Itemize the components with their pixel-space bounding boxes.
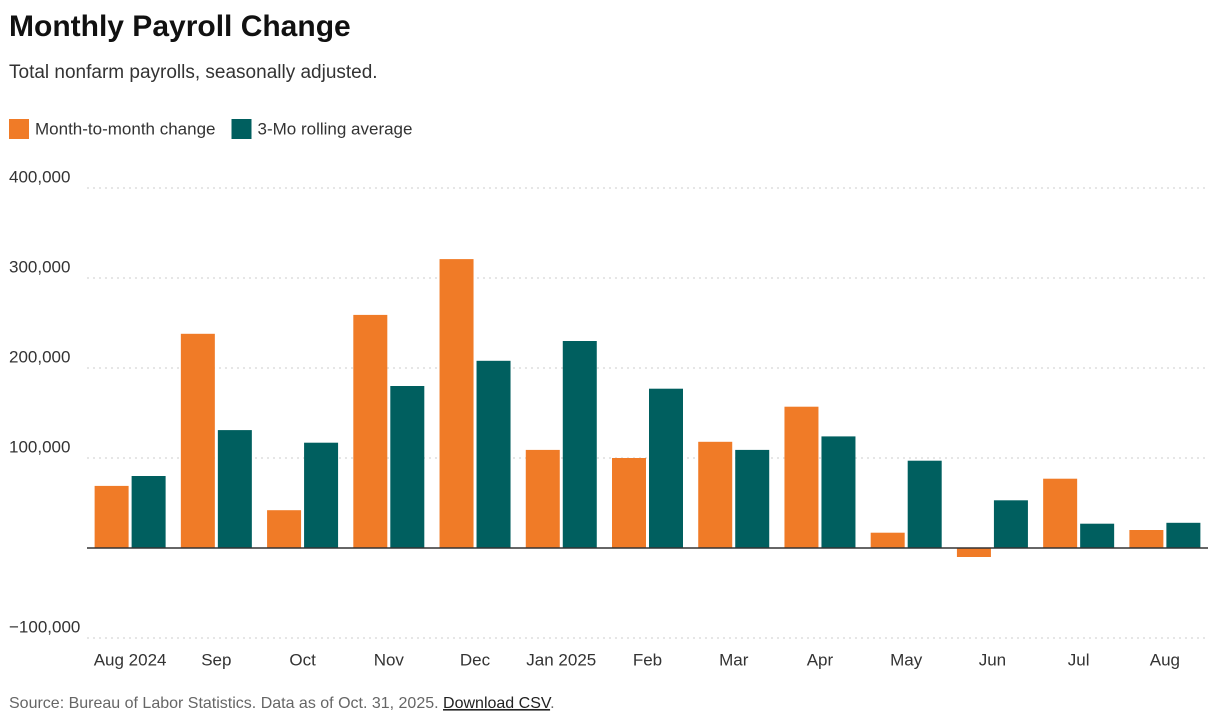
x-tick-label: Feb [633,650,662,669]
bar [353,314,388,548]
bar [1043,478,1078,548]
x-tick-label: Nov [374,650,405,669]
x-tick-label: Oct [289,650,316,669]
bar [304,442,339,548]
y-tick-label: 400,000 [9,167,70,186]
y-tick-label: 100,000 [9,437,70,456]
y-tick-label: 200,000 [9,347,70,366]
bar [525,449,560,548]
y-tick-label: −100,000 [9,617,80,636]
bar [267,510,302,548]
bar [439,259,474,548]
bar [476,360,511,548]
chart-title: Monthly Payroll Change [9,10,351,43]
bar [698,441,733,548]
x-tick-label: Mar [719,650,749,669]
bar [94,485,129,548]
bar [390,386,425,548]
source: Source: Bureau of Labor Statistics. Data… [9,695,555,712]
bar [821,436,856,548]
x-tick-label: Aug [1150,650,1180,669]
bar [956,548,991,557]
legend-swatch [231,119,252,139]
source-end: . [550,695,554,712]
x-tick-label: Aug 2024 [94,650,167,669]
bar [217,430,252,548]
chart-subtitle: Total nonfarm payrolls, seasonally adjus… [9,62,378,83]
legend-label: Month-to-month change [35,119,216,138]
bar [180,333,215,548]
bar [993,500,1028,548]
x-tick-label: Jul [1068,650,1090,669]
legend-swatch [9,119,29,139]
source-text: Source: Bureau of Labor Statistics. Data… [9,695,439,712]
bar [131,476,166,548]
x-tick-label: Dec [460,650,491,669]
bar [562,341,597,548]
y-tick-label: 300,000 [9,257,70,276]
bar [1166,522,1201,548]
x-tick-label: Sep [201,650,231,669]
bar [1129,530,1164,548]
bar [907,460,942,548]
bar [784,406,819,548]
bar [870,532,905,548]
bar [612,458,646,548]
x-tick-label: Jun [979,650,1006,669]
bar [1080,523,1115,548]
x-tick-label: Apr [807,650,834,669]
bar [649,388,683,548]
x-tick-label: Jan 2025 [526,650,596,669]
bar [735,449,770,548]
x-tick-label: May [890,650,923,669]
legend-label: 3-Mo rolling average [258,119,413,138]
download-link[interactable]: Download CSV [443,695,552,712]
